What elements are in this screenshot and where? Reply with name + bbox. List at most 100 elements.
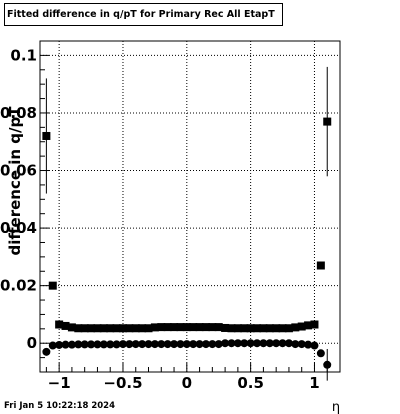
data-point-circle [99, 340, 108, 349]
data-point-square [176, 323, 185, 332]
data-point-circle [304, 340, 313, 349]
data-point-circle [176, 340, 185, 349]
data-point-circle [240, 339, 249, 348]
data-point-square [150, 323, 159, 332]
data-point-square [233, 324, 242, 333]
data-point-square [201, 323, 210, 332]
data-point-square [272, 324, 281, 333]
data-point-square [106, 324, 115, 333]
data-point-square [189, 323, 198, 332]
data-point-square [214, 323, 223, 332]
data-point-circle [233, 339, 242, 348]
data-point-circle [138, 340, 147, 349]
data-point-circle [144, 340, 153, 349]
data-point-square [99, 324, 108, 333]
data-point-square [240, 324, 249, 333]
data-point-square [221, 323, 230, 332]
x-axis-title: η [332, 400, 340, 414]
timestamp: Fri Jan 5 10:22:18 2024 [4, 401, 116, 411]
x-tick-label: −1 [48, 374, 71, 392]
data-point-circle [208, 340, 217, 349]
data-point-square [316, 261, 325, 270]
data-point-square [118, 324, 127, 333]
x-tick-label: 1 [309, 374, 319, 392]
data-point-square [278, 324, 287, 333]
data-point-circle [310, 341, 319, 350]
data-point-circle [55, 340, 64, 349]
data-point-circle [80, 340, 89, 349]
data-point-circle [118, 340, 127, 349]
data-point-square [61, 321, 70, 330]
data-points [42, 66, 332, 381]
data-point-square [80, 324, 89, 333]
data-point-circle [221, 339, 230, 348]
y-tick-label: 0.02 [0, 277, 37, 295]
data-point-circle [316, 349, 325, 358]
data-point-square [170, 323, 179, 332]
data-point-circle [74, 340, 83, 349]
data-point-circle [42, 347, 51, 356]
data-point-square [310, 320, 319, 329]
data-point-circle [195, 340, 204, 349]
data-point-square [246, 324, 255, 333]
y-tick-label: 0.04 [0, 219, 37, 237]
data-point-circle [61, 340, 70, 349]
data-point-square [42, 131, 51, 140]
data-point-square [48, 281, 57, 290]
data-point-circle [297, 340, 306, 349]
data-point-square [208, 323, 217, 332]
data-point-square [265, 324, 274, 333]
data-point-circle [106, 340, 115, 349]
data-point-square [304, 321, 313, 330]
data-point-circle [48, 341, 57, 350]
data-point-circle [201, 340, 210, 349]
data-point-square [125, 324, 134, 333]
plot-frame [39, 40, 341, 373]
data-point-circle [291, 340, 300, 349]
data-point-circle [182, 340, 191, 349]
axis-ticks [40, 40, 328, 373]
y-tick-label: 0.06 [0, 162, 37, 180]
tick-labels: −1 −0.5 0 0.5 1 0 0.02 0.04 0.06 0.08 0.1 [0, 46, 320, 392]
data-point-circle [125, 340, 134, 349]
x-tick-label: 0 [182, 374, 192, 392]
data-point-circle [189, 340, 198, 349]
x-tick-label: −0.5 [103, 374, 142, 392]
data-point-square [138, 324, 147, 333]
data-point-square [87, 324, 96, 333]
data-point-circle [246, 339, 255, 348]
data-point-circle [278, 339, 287, 348]
data-point-circle [170, 340, 179, 349]
data-point-square [284, 324, 293, 333]
data-point-circle [272, 339, 281, 348]
data-point-square [323, 117, 332, 126]
y-tick-label: 0.1 [10, 46, 37, 64]
data-point-circle [157, 340, 166, 349]
chart-title: Fitted difference in q/pT for Primary Re… [4, 3, 283, 26]
data-point-square [195, 323, 204, 332]
y-axis-title: difference in q/pT [6, 106, 24, 256]
data-point-circle [67, 340, 76, 349]
data-point-square [74, 324, 83, 333]
data-point-square [297, 322, 306, 331]
data-point-circle [323, 360, 332, 369]
data-point-square [163, 323, 172, 332]
data-point-square [112, 324, 121, 333]
data-point-square [93, 324, 102, 333]
data-point-circle [163, 340, 172, 349]
data-point-circle [253, 339, 262, 348]
y-tick-label: 0.08 [0, 104, 37, 122]
data-point-circle [259, 339, 268, 348]
data-point-square [253, 324, 262, 333]
data-point-circle [227, 339, 236, 348]
data-point-circle [87, 340, 96, 349]
data-point-square [67, 323, 76, 332]
x-tick-label: 0.5 [237, 374, 264, 392]
data-point-circle [265, 339, 274, 348]
data-point-square [227, 324, 236, 333]
data-point-circle [150, 340, 159, 349]
y-tick-label: 0 [27, 334, 37, 352]
data-point-circle [93, 340, 102, 349]
